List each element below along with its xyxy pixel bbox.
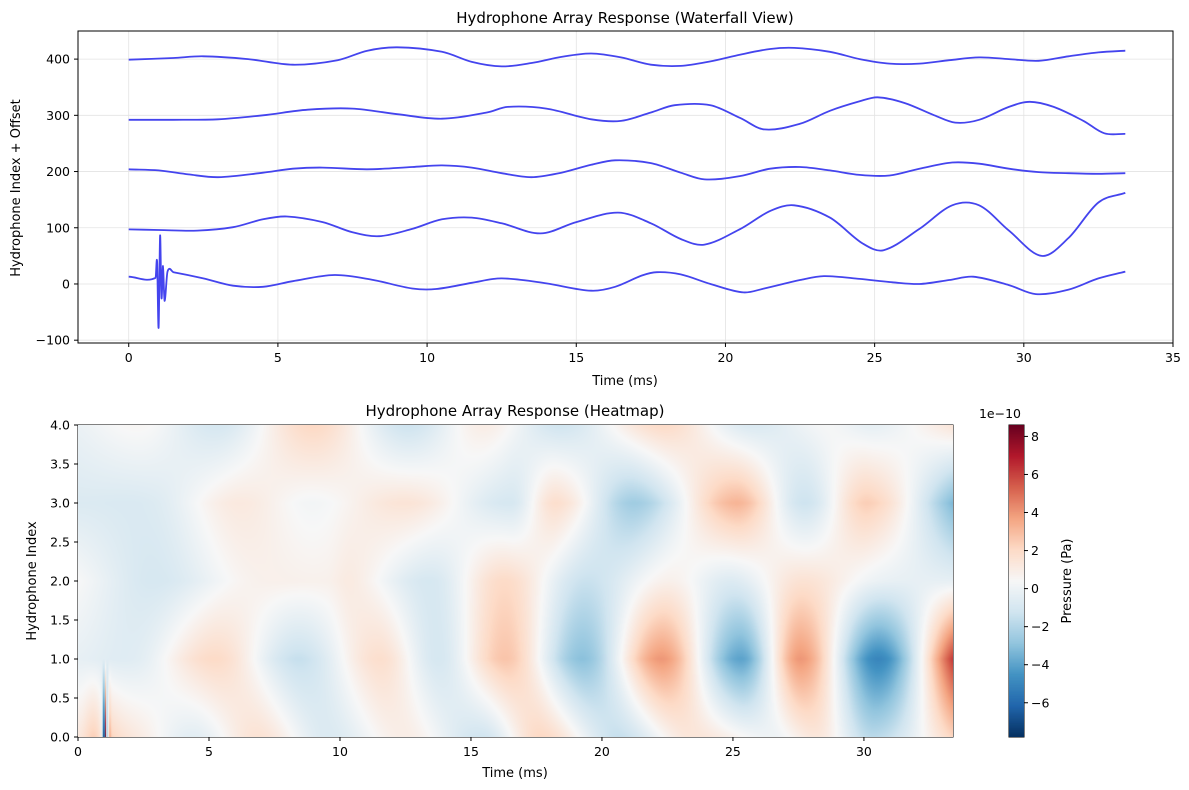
x-tick-label: 15	[463, 744, 479, 759]
y-tick-label: 2.0	[50, 574, 70, 589]
y-tick-label: 1.5	[50, 613, 70, 628]
heatmap-x-ticks: 0 5 10 15 20 25 30	[74, 737, 872, 759]
waterfall-axes: 0 5 10 15 20 25 30 35 −100 0 100 200 300 400 Hydroph…	[9, 9, 1181, 389]
x-tick-label: 10	[332, 744, 348, 759]
y-tick-label: −100	[36, 333, 70, 348]
colorbar-ticks: −6 −4 −2 0 2 4 6 8	[1024, 429, 1049, 710]
y-tick-label: 1.0	[50, 652, 70, 667]
colorbar-multiplier: 1e−10	[979, 406, 1021, 421]
x-tick-label: 25	[725, 744, 741, 759]
colorbar: −6 −4 −2 0 2 4 6 8 1e−10 Pressure (Pa)	[979, 406, 1075, 738]
heatmap-title: Hydrophone Array Response (Heatmap)	[366, 402, 665, 420]
colorbar-tick-label: −4	[1031, 657, 1049, 672]
waterfall-grid	[78, 31, 1174, 343]
x-tick-label: 25	[867, 350, 883, 365]
y-tick-label: 2.5	[50, 535, 70, 550]
hydrophone-trace-1	[128, 192, 1126, 257]
y-tick-label: 200	[46, 164, 70, 179]
colorbar-tick-label: −6	[1031, 695, 1049, 710]
waterfall-traces	[128, 46, 1126, 329]
colorbar-tick-label: 2	[1031, 543, 1039, 558]
y-tick-label: 300	[46, 108, 70, 123]
hydrophone-trace-0	[128, 234, 1126, 329]
y-tick-label: 400	[46, 52, 70, 67]
y-tick-label: 3.5	[50, 457, 70, 472]
y-tick-label: 0.0	[50, 730, 70, 745]
hydrophone-trace-4	[128, 46, 1126, 68]
x-tick-label: 30	[1016, 350, 1032, 365]
hydrophone-trace-2	[128, 159, 1126, 181]
x-tick-label: 20	[594, 744, 610, 759]
y-tick-label: 4.0	[50, 418, 70, 433]
colorbar-tick-label: 6	[1031, 467, 1039, 482]
x-tick-label: 5	[205, 744, 213, 759]
y-tick-label: 3.0	[50, 496, 70, 511]
y-tick-label: 0.5	[50, 691, 70, 706]
waterfall-title: Hydrophone Array Response (Waterfall Vie…	[456, 9, 794, 27]
heatmap-image	[78, 425, 953, 737]
waterfall-frame	[77, 30, 1174, 344]
x-tick-label: 15	[568, 350, 584, 365]
colorbar-tick-label: −2	[1031, 619, 1049, 634]
colorbar-tick-label: 0	[1031, 581, 1039, 596]
x-tick-label: 0	[74, 744, 82, 759]
x-tick-label: 10	[419, 350, 435, 365]
heatmap-y-ticks: 0.0 0.5 1.0 1.5 2.0 2.5 3.0 3.5 4.0	[50, 418, 78, 745]
x-tick-label: 0	[125, 350, 133, 365]
x-tick-label: 35	[1165, 350, 1181, 365]
heatmap-x-label: Time (ms)	[481, 766, 548, 781]
y-tick-label: 100	[46, 220, 70, 235]
heatmap-axes: 0 5 10 15 20 25 30 0.0 0.5 1.0 1.5 2.0 2.5 3.0 3.5 4.0…	[25, 402, 954, 781]
colorbar-tick-label: 4	[1031, 505, 1039, 520]
heatmap-y-label: Hydrophone Index	[25, 521, 40, 641]
waterfall-y-label: Hydrophone Index + Offset	[9, 99, 24, 277]
waterfall-y-ticks: −100 0 100 200 300 400	[36, 52, 78, 348]
waterfall-x-ticks: 0 5 10 15 20 25 30 35	[125, 343, 1181, 365]
colorbar-gradient	[1009, 425, 1024, 737]
x-tick-label: 20	[717, 350, 733, 365]
y-tick-label: 0	[62, 276, 70, 291]
hydrophone-trace-3	[128, 96, 1126, 136]
x-tick-label: 30	[856, 744, 872, 759]
waterfall-x-label: Time (ms)	[591, 374, 658, 389]
colorbar-tick-label: 8	[1031, 429, 1039, 444]
colorbar-label: Pressure (Pa)	[1060, 538, 1075, 623]
x-tick-label: 5	[274, 350, 282, 365]
